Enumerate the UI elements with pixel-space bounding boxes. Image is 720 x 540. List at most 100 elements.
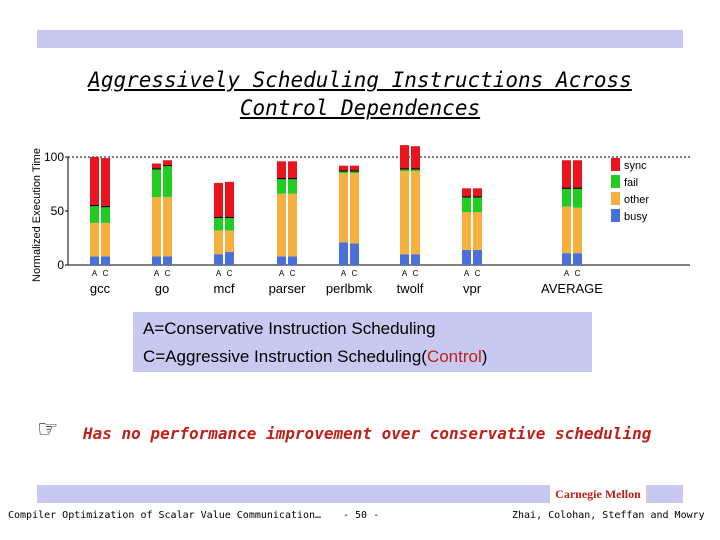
bar-mcf-C-other (225, 230, 234, 253)
legend-label-other: other (624, 194, 649, 206)
bar-gcc-C-fail (101, 206, 110, 223)
footer-authors: Zhai, Colohan, Steffan and Mowry (512, 510, 705, 521)
bar-AVERAGE-A-other (562, 206, 571, 254)
bar-mcf-C-fail (225, 217, 234, 231)
top-banner (37, 30, 683, 48)
bar-vpr-A-busy (462, 249, 471, 265)
legend-swatch-fail (611, 175, 620, 188)
bar-twolf-C-other (411, 171, 420, 255)
category-label-mcf: mcf (214, 281, 235, 296)
slide-title: Aggressively Scheduling Instructions Acr… (88, 68, 632, 120)
bar-perlbmk-A-fail (339, 171, 348, 174)
bar-gcc-A-fail (90, 205, 99, 223)
bar-scheme-label: A (341, 269, 347, 278)
bar-vpr-A-fail (462, 196, 471, 213)
pointing-hand-icon: ☞ (37, 415, 59, 443)
bar-go-A-busy (152, 256, 161, 265)
bar-parser-A-busy (277, 256, 286, 265)
bar-AVERAGE-C-other (573, 207, 582, 254)
bar-vpr-C-busy (473, 249, 482, 265)
scheme-legend-box: A=Conservative Instruction Scheduling C=… (133, 312, 592, 372)
page-number: - 50 - (343, 510, 380, 521)
bar-go-A-fail (152, 168, 161, 197)
y-tick-label: 50 (51, 204, 65, 218)
bar-twolf-A-busy (400, 254, 409, 265)
legend-label-fail: fail (624, 177, 638, 189)
bar-scheme-label: A (154, 269, 160, 278)
bar-twolf-A-other (400, 171, 409, 255)
bar-mcf-C-sync (225, 181, 234, 218)
bar-mcf-A-fail (214, 217, 223, 231)
bar-go-C-other (163, 196, 172, 257)
bar-scheme-label: A (216, 269, 222, 278)
legend-swatch-other (611, 192, 620, 205)
y-tick-label: 0 (57, 258, 64, 272)
bar-AVERAGE-A-busy (562, 253, 571, 265)
bar-twolf-C-sync (411, 146, 420, 169)
bar-go-A-other (152, 196, 161, 257)
bar-parser-C-sync (288, 161, 297, 179)
bar-scheme-label: A (464, 269, 470, 278)
bar-scheme-label: C (165, 269, 171, 278)
bar-gcc-C-sync (101, 158, 110, 207)
bar-gcc-A-busy (90, 256, 99, 265)
bar-mcf-A-sync (214, 182, 223, 218)
bar-AVERAGE-C-fail (573, 188, 582, 208)
bar-scheme-label: C (290, 269, 296, 278)
bar-AVERAGE-A-sync (562, 160, 571, 189)
bar-twolf-A-fail (400, 168, 409, 172)
bar-perlbmk-A-sync (339, 165, 348, 172)
bar-go-C-busy (163, 256, 172, 265)
bar-perlbmk-A-busy (339, 242, 348, 265)
footer-title: Compiler Optimization of Scalar Value Co… (8, 510, 322, 521)
bar-twolf-C-fail (411, 168, 420, 172)
category-label-parser: parser (269, 281, 307, 296)
bottom-banner: Carnegie Mellon (37, 485, 683, 503)
legend-swatch-busy (611, 209, 620, 222)
bar-vpr-A-other (462, 212, 471, 250)
bar-scheme-label: C (575, 269, 581, 278)
bar-AVERAGE-C-busy (573, 253, 582, 265)
category-label-gcc: gcc (90, 281, 111, 296)
bar-perlbmk-A-other (339, 173, 348, 243)
bar-gcc-C-busy (101, 256, 110, 265)
bar-gcc-A-other (90, 222, 99, 257)
bar-scheme-label: A (402, 269, 408, 278)
legend-label-busy: busy (624, 211, 648, 223)
bar-scheme-label: C (227, 269, 233, 278)
y-axis-label: Normalized Execution Time (31, 148, 43, 282)
bar-go-C-fail (163, 165, 172, 197)
bar-parser-A-other (277, 193, 286, 257)
institution-label: Carnegie Mellon (550, 485, 646, 503)
bar-scheme-label: A (564, 269, 570, 278)
bar-parser-A-sync (277, 161, 286, 179)
category-label-AVERAGE: AVERAGE (541, 281, 603, 296)
category-label-vpr: vpr (463, 281, 482, 296)
bar-go-A-sync (152, 163, 161, 169)
legend-label-sync: sync (624, 160, 647, 172)
bar-twolf-C-busy (411, 254, 420, 265)
bar-scheme-label: C (475, 269, 481, 278)
legend-swatch-sync (611, 158, 620, 171)
bar-parser-C-other (288, 193, 297, 257)
bar-parser-A-fail (277, 178, 286, 194)
bar-perlbmk-C-sync (350, 165, 359, 172)
bar-mcf-A-busy (214, 254, 223, 265)
bar-scheme-label: C (103, 269, 109, 278)
bar-twolf-A-sync (400, 145, 409, 169)
bar-go-C-sync (163, 160, 172, 166)
bar-gcc-A-sync (90, 157, 99, 206)
scheme-a-definition: A=Conservative Instruction Scheduling (143, 319, 436, 338)
category-label-perlbmk: perlbmk (326, 281, 373, 296)
bar-vpr-A-sync (462, 188, 471, 197)
category-label-twolf: twolf (397, 281, 424, 296)
bar-AVERAGE-A-fail (562, 188, 571, 207)
bar-vpr-C-fail (473, 196, 482, 213)
bar-scheme-label: C (352, 269, 358, 278)
bar-perlbmk-C-other (350, 173, 359, 244)
y-tick-label: 100 (44, 150, 64, 164)
bar-perlbmk-C-busy (350, 243, 359, 265)
bar-mcf-C-busy (225, 252, 234, 265)
bar-vpr-C-sync (473, 188, 482, 197)
